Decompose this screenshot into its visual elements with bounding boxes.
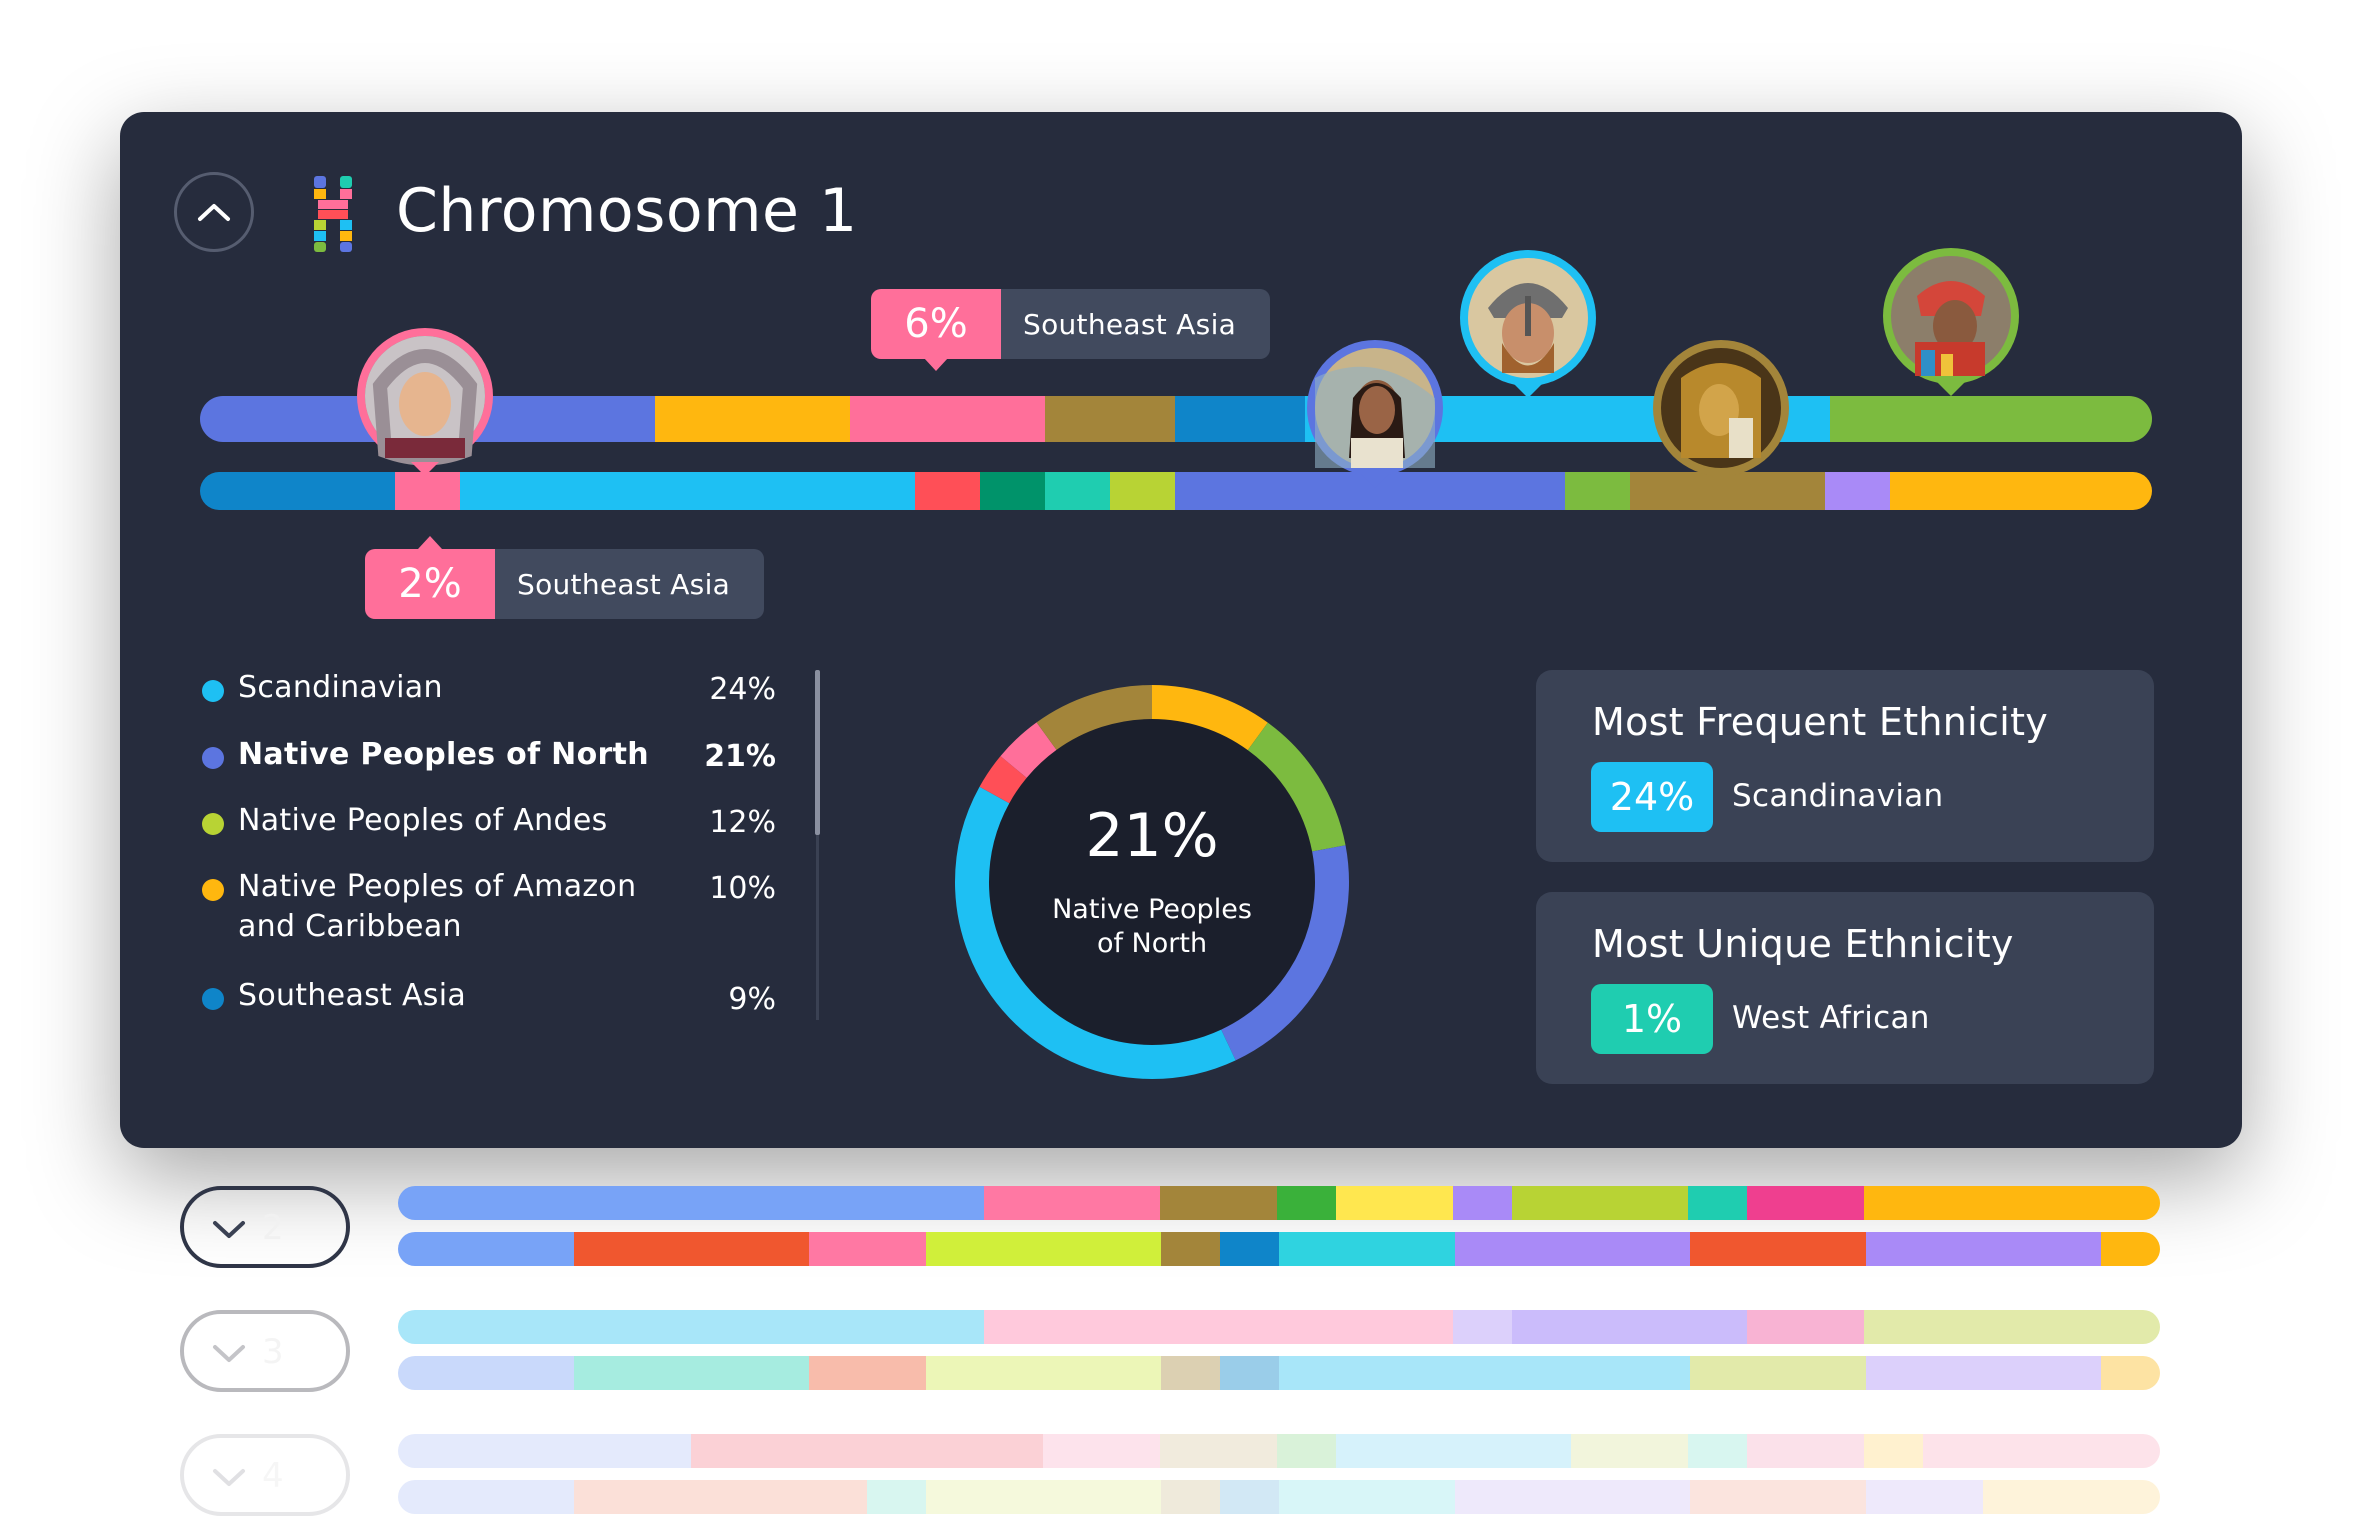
tooltip-top-name: Southeast Asia	[1001, 289, 1271, 359]
expand-chromosome-4-button[interactable]: 4	[180, 1434, 350, 1516]
donut-segment[interactable]	[955, 685, 1349, 1079]
tooltip-bottom-name: Southeast Asia	[495, 549, 765, 619]
most-unique-title: Most Unique Ethnicity	[1592, 922, 2014, 966]
donut-segment[interactable]	[955, 685, 1349, 1079]
legend-percent: 9%	[728, 982, 776, 1017]
most-frequent-title: Most Frequent Ethnicity	[1592, 700, 2049, 744]
chromosome-4-bar-bottom[interactable]	[398, 1480, 2160, 1514]
tooltip-bottom: 2% Southeast Asia	[365, 549, 765, 619]
chromosome-icon	[314, 176, 352, 252]
legend-label: Native Peoples of Amazon	[238, 869, 637, 904]
portrait-pin-native-north[interactable]	[1305, 338, 1445, 490]
donut-percent: 21%	[1085, 801, 1218, 871]
most-frequent-name: Scandinavian	[1732, 778, 1944, 814]
ethnicity-donut-chart[interactable]: 21% Native Peoples of North	[942, 672, 1362, 1092]
legend-dot	[202, 680, 224, 702]
legend-label: Native Peoples of North	[238, 737, 649, 772]
legend-dot	[202, 813, 224, 835]
most-frequent-badge: 24%	[1591, 762, 1713, 832]
tooltip-bottom-percent: 2%	[365, 549, 495, 619]
legend-percent: 10%	[709, 871, 776, 906]
chromosome-4-label: 4	[262, 1456, 284, 1496]
donut-segment[interactable]	[955, 685, 1349, 1079]
portrait-pin-egyptian[interactable]	[1651, 338, 1791, 490]
donut-label-line1: Native Peoples	[1052, 894, 1252, 925]
chromosome-2-label: 2	[262, 1208, 284, 1248]
legend-percent: 21%	[704, 739, 776, 774]
donut-label-line2: of North	[1097, 928, 1207, 959]
tooltip-bottom-pointer	[418, 536, 442, 549]
legend-percent: 12%	[709, 805, 776, 840]
chevron-down-icon	[213, 1469, 245, 1486]
chromosome-bar-bottom[interactable]	[200, 472, 2152, 510]
legend-scrollbar-thumb[interactable]	[815, 670, 820, 835]
most-unique-badge: 1%	[1591, 984, 1713, 1054]
tooltip-top-percent: 6%	[871, 289, 1001, 359]
tooltip-top: 6% Southeast Asia	[871, 289, 1271, 359]
most-frequent-card: Most Frequent Ethnicity 24% Scandinavian	[1536, 670, 2154, 862]
chevron-up-icon	[198, 204, 230, 221]
legend-percent: 24%	[709, 672, 776, 707]
legend-label: Scandinavian	[238, 670, 443, 705]
portrait-pin-southeast-asia[interactable]	[355, 326, 495, 478]
expand-chromosome-3-button[interactable]: 3	[180, 1310, 350, 1392]
chevron-down-icon	[213, 1345, 245, 1362]
legend-label-line2: and Caribbean	[238, 909, 462, 944]
legend-dot	[202, 879, 224, 901]
portrait-pin-andes[interactable]	[1881, 246, 2021, 398]
most-unique-card: Most Unique Ethnicity 1% West African	[1536, 892, 2154, 1084]
legend-label: Southeast Asia	[238, 978, 467, 1013]
chromosome-3-label: 3	[262, 1332, 284, 1372]
chromosome-2-bar-bottom[interactable]	[398, 1232, 2160, 1266]
most-unique-name: West African	[1732, 1000, 1930, 1036]
portrait-pin-scandinavian[interactable]	[1458, 248, 1598, 400]
chromosome-3-bar-bottom[interactable]	[398, 1356, 2160, 1390]
tooltip-top-pointer	[924, 358, 948, 371]
legend-scrollbar-track[interactable]	[816, 670, 819, 1020]
collapse-button[interactable]	[174, 172, 254, 252]
chromosome-3-bar-top[interactable]	[398, 1310, 2160, 1344]
chevron-down-icon	[213, 1221, 245, 1238]
chromosome-2-bar-top[interactable]	[398, 1186, 2160, 1220]
page-title: Chromosome 1	[396, 176, 858, 246]
legend-dot	[202, 988, 224, 1010]
legend-dot	[202, 747, 224, 769]
legend-label: Native Peoples of Andes	[238, 803, 608, 838]
chromosome-4-bar-top[interactable]	[398, 1434, 2160, 1468]
expand-chromosome-2-button[interactable]: 2	[180, 1186, 350, 1268]
